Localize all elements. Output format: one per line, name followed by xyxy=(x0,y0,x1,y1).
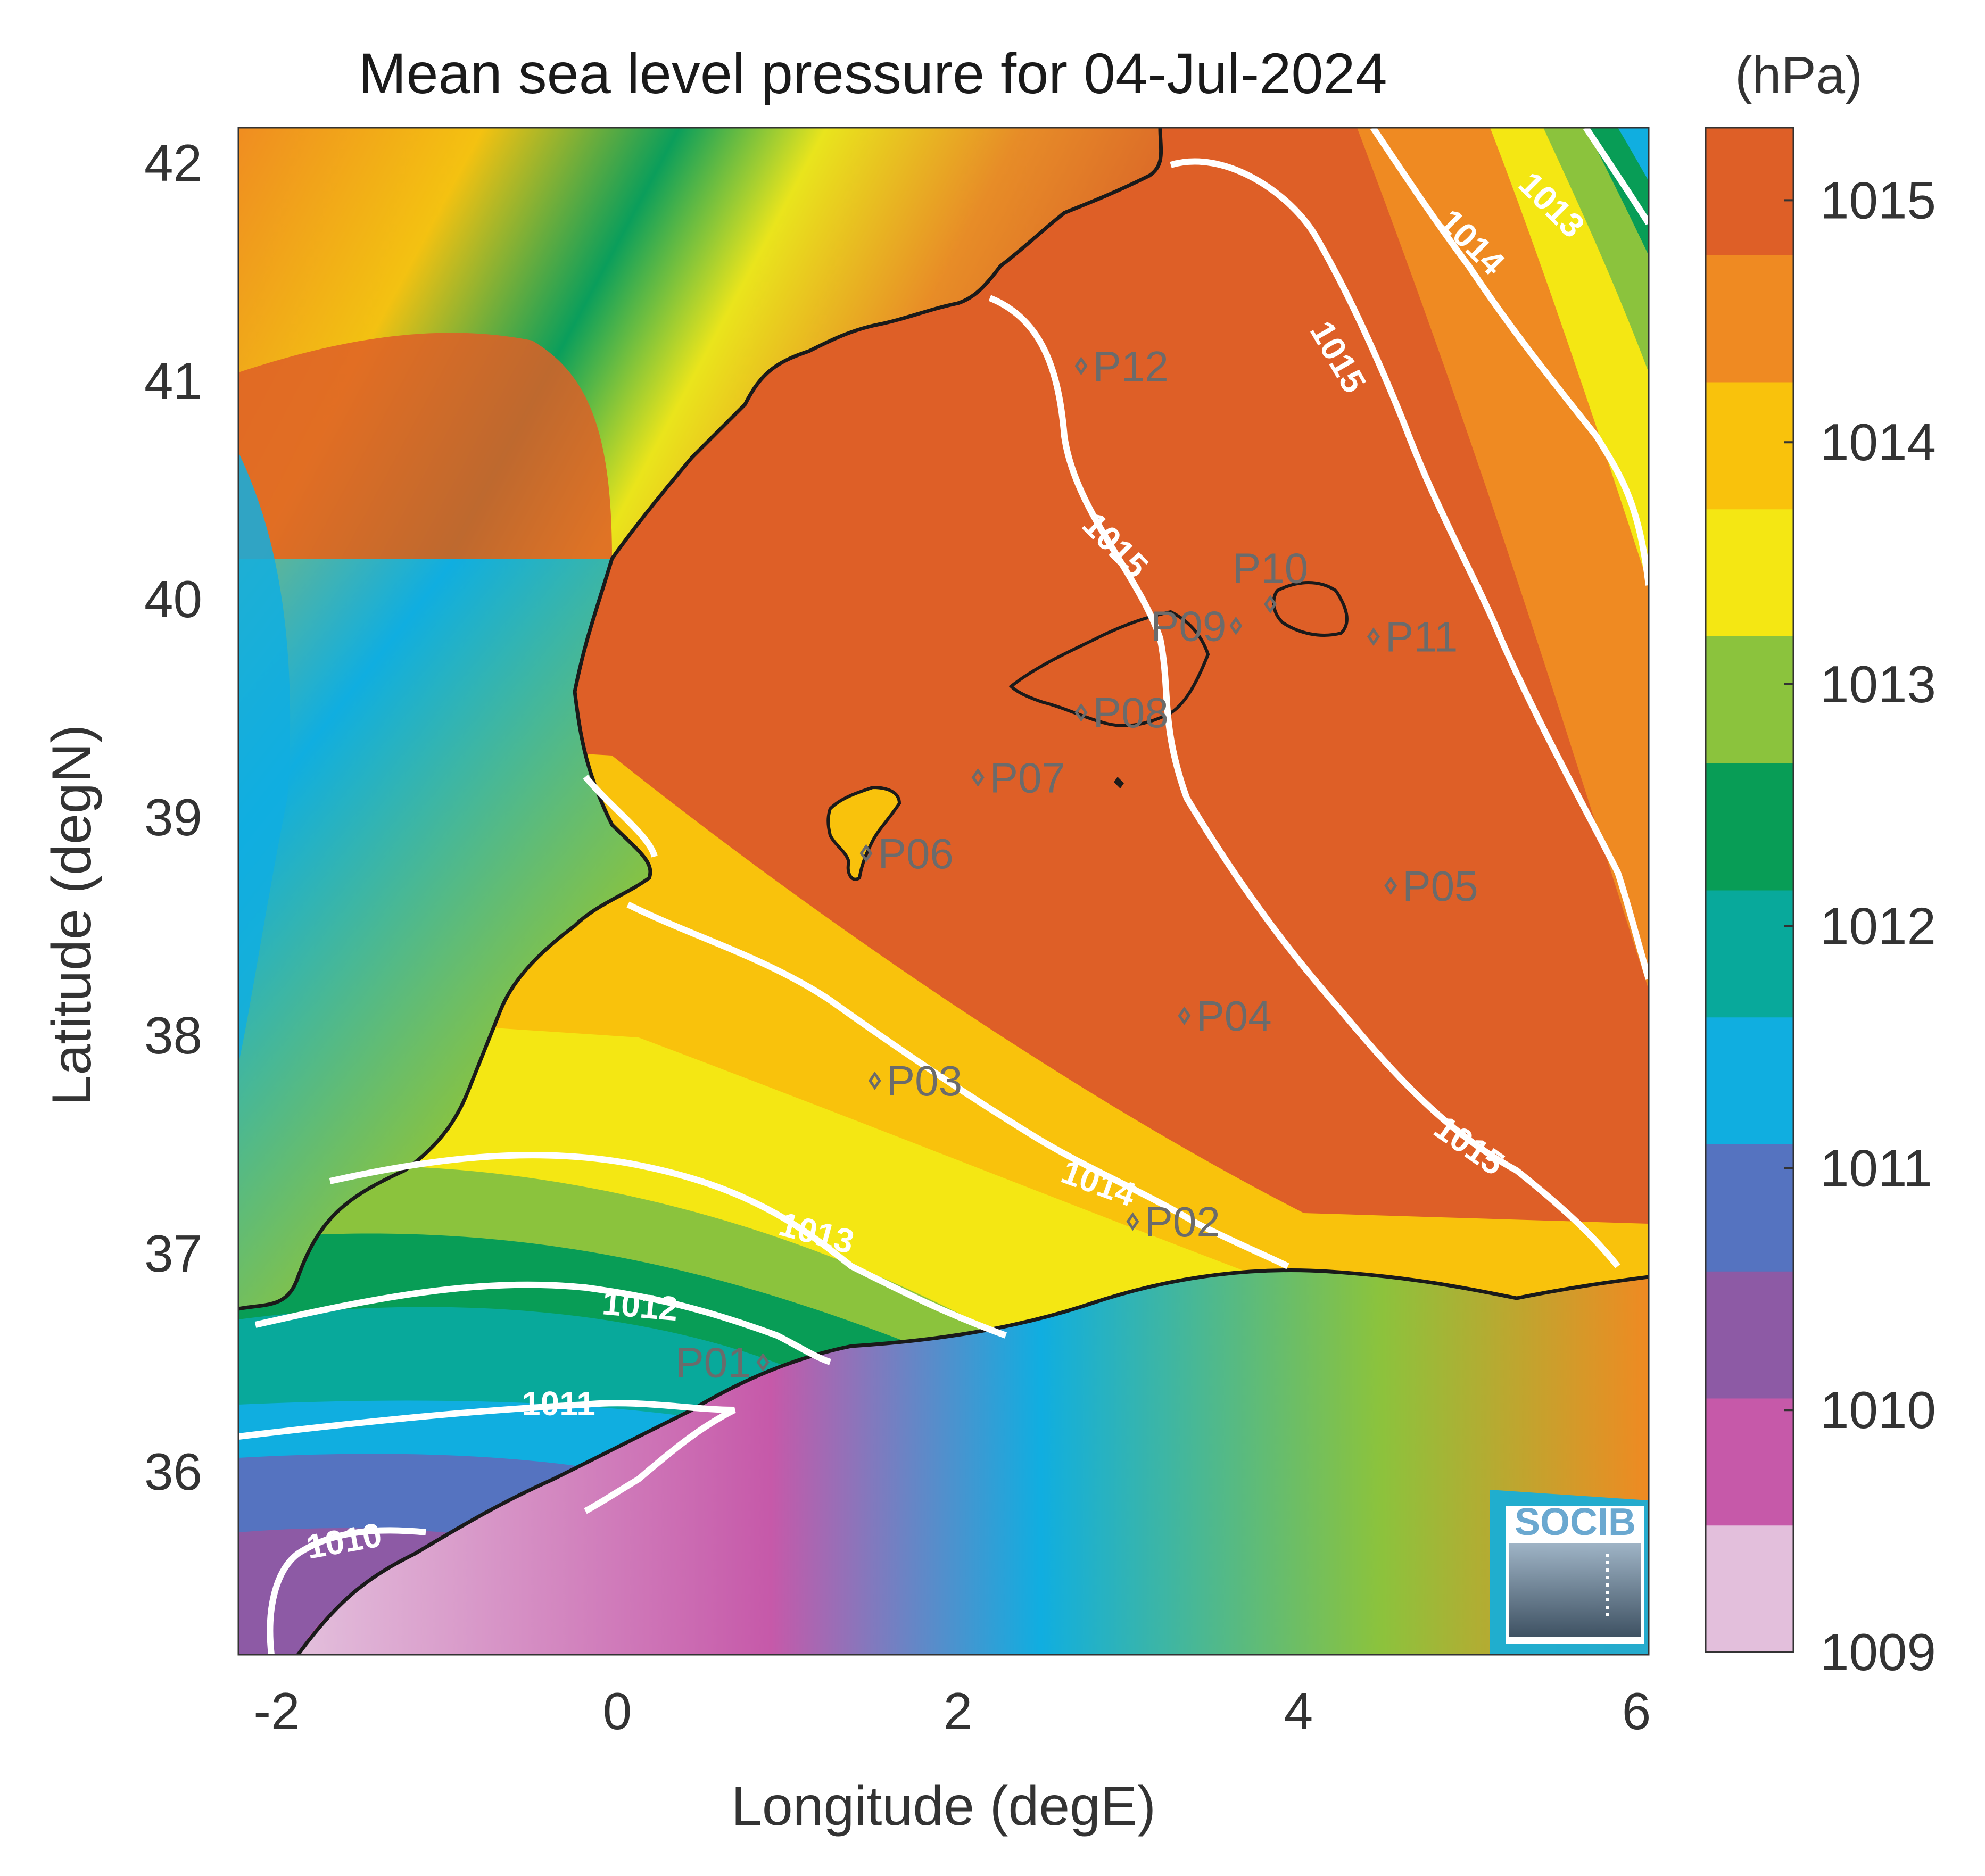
station-label: P04 xyxy=(1196,992,1271,1040)
y-tick-label: 38 xyxy=(144,1006,202,1065)
y-tick-label: 39 xyxy=(144,788,202,846)
isobar-1011-sw xyxy=(238,1400,736,1514)
land-central-high xyxy=(238,333,612,559)
x-axis: -2 0 2 4 6 Longitude (degE) xyxy=(253,1682,1651,1837)
isobar-1013-sw xyxy=(329,1152,1007,1339)
station-label: P09 xyxy=(1151,602,1226,650)
land-west-low xyxy=(238,452,291,1064)
station-label: P05 xyxy=(1402,862,1478,910)
colorbar-segment xyxy=(1706,381,1793,510)
island-cabrera xyxy=(1114,777,1124,788)
colorbar-segment xyxy=(1706,254,1793,383)
station-marker xyxy=(971,768,985,787)
colorbar-ticks: 1015 1014 1013 1012 1011 1010 1009 xyxy=(1784,171,1936,1681)
isobar-label: 1012 xyxy=(601,1283,680,1328)
y-tick-label: 36 xyxy=(144,1442,202,1501)
colorbar-segment xyxy=(1706,890,1793,1018)
x-tick-label: -2 xyxy=(253,1682,300,1740)
y-axis-label: Latitude (degN) xyxy=(41,725,103,1106)
coastline-north-africa xyxy=(296,1268,1649,1655)
y-tick-label: 42 xyxy=(144,134,202,192)
x-axis-label: Longitude (degE) xyxy=(731,1775,1156,1837)
colorbar-frame xyxy=(1705,127,1794,1653)
field-ne-1013 xyxy=(1586,128,1649,255)
colorbar-gradient xyxy=(1706,128,1793,1653)
colorbar-tick-label: 1014 xyxy=(1820,413,1936,471)
station-label: P06 xyxy=(878,830,954,877)
colorbar-segment xyxy=(1706,509,1793,636)
station-marker xyxy=(868,1071,881,1090)
isobars xyxy=(238,128,1649,1655)
y-axis: 42 41 40 39 38 37 36 Latitude (degN) xyxy=(41,134,202,1501)
x-tick-label: 0 xyxy=(603,1682,632,1740)
y-tick-label: 37 xyxy=(144,1224,202,1283)
station-label: P11 xyxy=(1385,613,1458,661)
station-label: P01 xyxy=(675,1339,751,1386)
station-label: P03 xyxy=(887,1057,962,1105)
chart-title: Mean sea level pressure for 04-Jul-2024 xyxy=(358,41,1387,105)
station-label: P10 xyxy=(1233,545,1308,592)
plot-frame xyxy=(237,127,1650,1656)
colorbar-tick-label: 1015 xyxy=(1820,171,1936,229)
colorbar-tick-label: 1013 xyxy=(1820,655,1936,713)
colorbar-tick-label: 1011 xyxy=(1820,1139,1932,1197)
station-marker xyxy=(1074,356,1088,376)
colorbar-segment xyxy=(1706,1525,1793,1653)
station-marker xyxy=(1384,876,1397,895)
colorbar-tick-label: 1010 xyxy=(1820,1381,1936,1439)
station-marker xyxy=(756,1353,770,1372)
isobar-1012-sw xyxy=(254,1281,831,1365)
station-marker xyxy=(1178,1006,1191,1025)
station-marker xyxy=(1074,703,1088,722)
isobar-1014-ne xyxy=(1370,128,1649,586)
station-marker xyxy=(1367,627,1380,646)
colorbar-segment xyxy=(1706,1398,1793,1526)
station-marker xyxy=(1263,595,1277,613)
isobar-1015-center xyxy=(988,295,1620,1268)
colorbar: 1015 1014 1013 1012 1011 1010 1009 xyxy=(1705,127,1936,1681)
isobar-1013-ne xyxy=(1583,128,1649,226)
colorbar-segment xyxy=(1706,1144,1793,1272)
colorbar-segment xyxy=(1706,1017,1793,1144)
x-tick-label: 4 xyxy=(1284,1682,1313,1740)
station-marker xyxy=(859,844,873,863)
colorbar-segment xyxy=(1706,636,1793,763)
station-label: P12 xyxy=(1093,343,1169,390)
coastline-iberia xyxy=(238,128,1163,1311)
station-marker xyxy=(1126,1212,1139,1231)
land-north-africa xyxy=(298,1270,1649,1655)
colorbar-unit: (hPa) xyxy=(1735,46,1863,104)
x-tick-label: 2 xyxy=(944,1682,973,1740)
isobar-1015-ne xyxy=(1170,158,1649,980)
station-label: P08 xyxy=(1093,689,1169,736)
colorbar-segment xyxy=(1706,128,1793,255)
colorbar-segment xyxy=(1706,1271,1793,1399)
pressure-field: 1015 1015 1015 1014 1013 1014 1013 1012 … xyxy=(238,128,1649,1655)
station-label: P07 xyxy=(990,754,1065,801)
island-menorca xyxy=(1272,581,1349,637)
logo-text: SOCIB xyxy=(1515,1501,1636,1543)
colorbar-tick-label: 1009 xyxy=(1820,1623,1936,1681)
y-tick-label: 41 xyxy=(144,352,202,410)
isobar-label: 1011 xyxy=(522,1384,596,1423)
logo-gradient xyxy=(1509,1543,1641,1637)
station-label: P02 xyxy=(1144,1198,1220,1246)
isobar-1010-sw xyxy=(267,1527,426,1655)
y-tick-label: 40 xyxy=(144,570,202,628)
colorbar-tick-label: 1012 xyxy=(1820,897,1936,956)
socib-logo: SOCIB xyxy=(1506,1501,1644,1644)
x-tick-label: 6 xyxy=(1622,1682,1651,1740)
isobar-1014-center xyxy=(583,775,1289,1269)
colorbar-segment xyxy=(1706,762,1793,891)
field-ne-1012 xyxy=(1618,128,1649,181)
station-marker xyxy=(1229,616,1243,635)
